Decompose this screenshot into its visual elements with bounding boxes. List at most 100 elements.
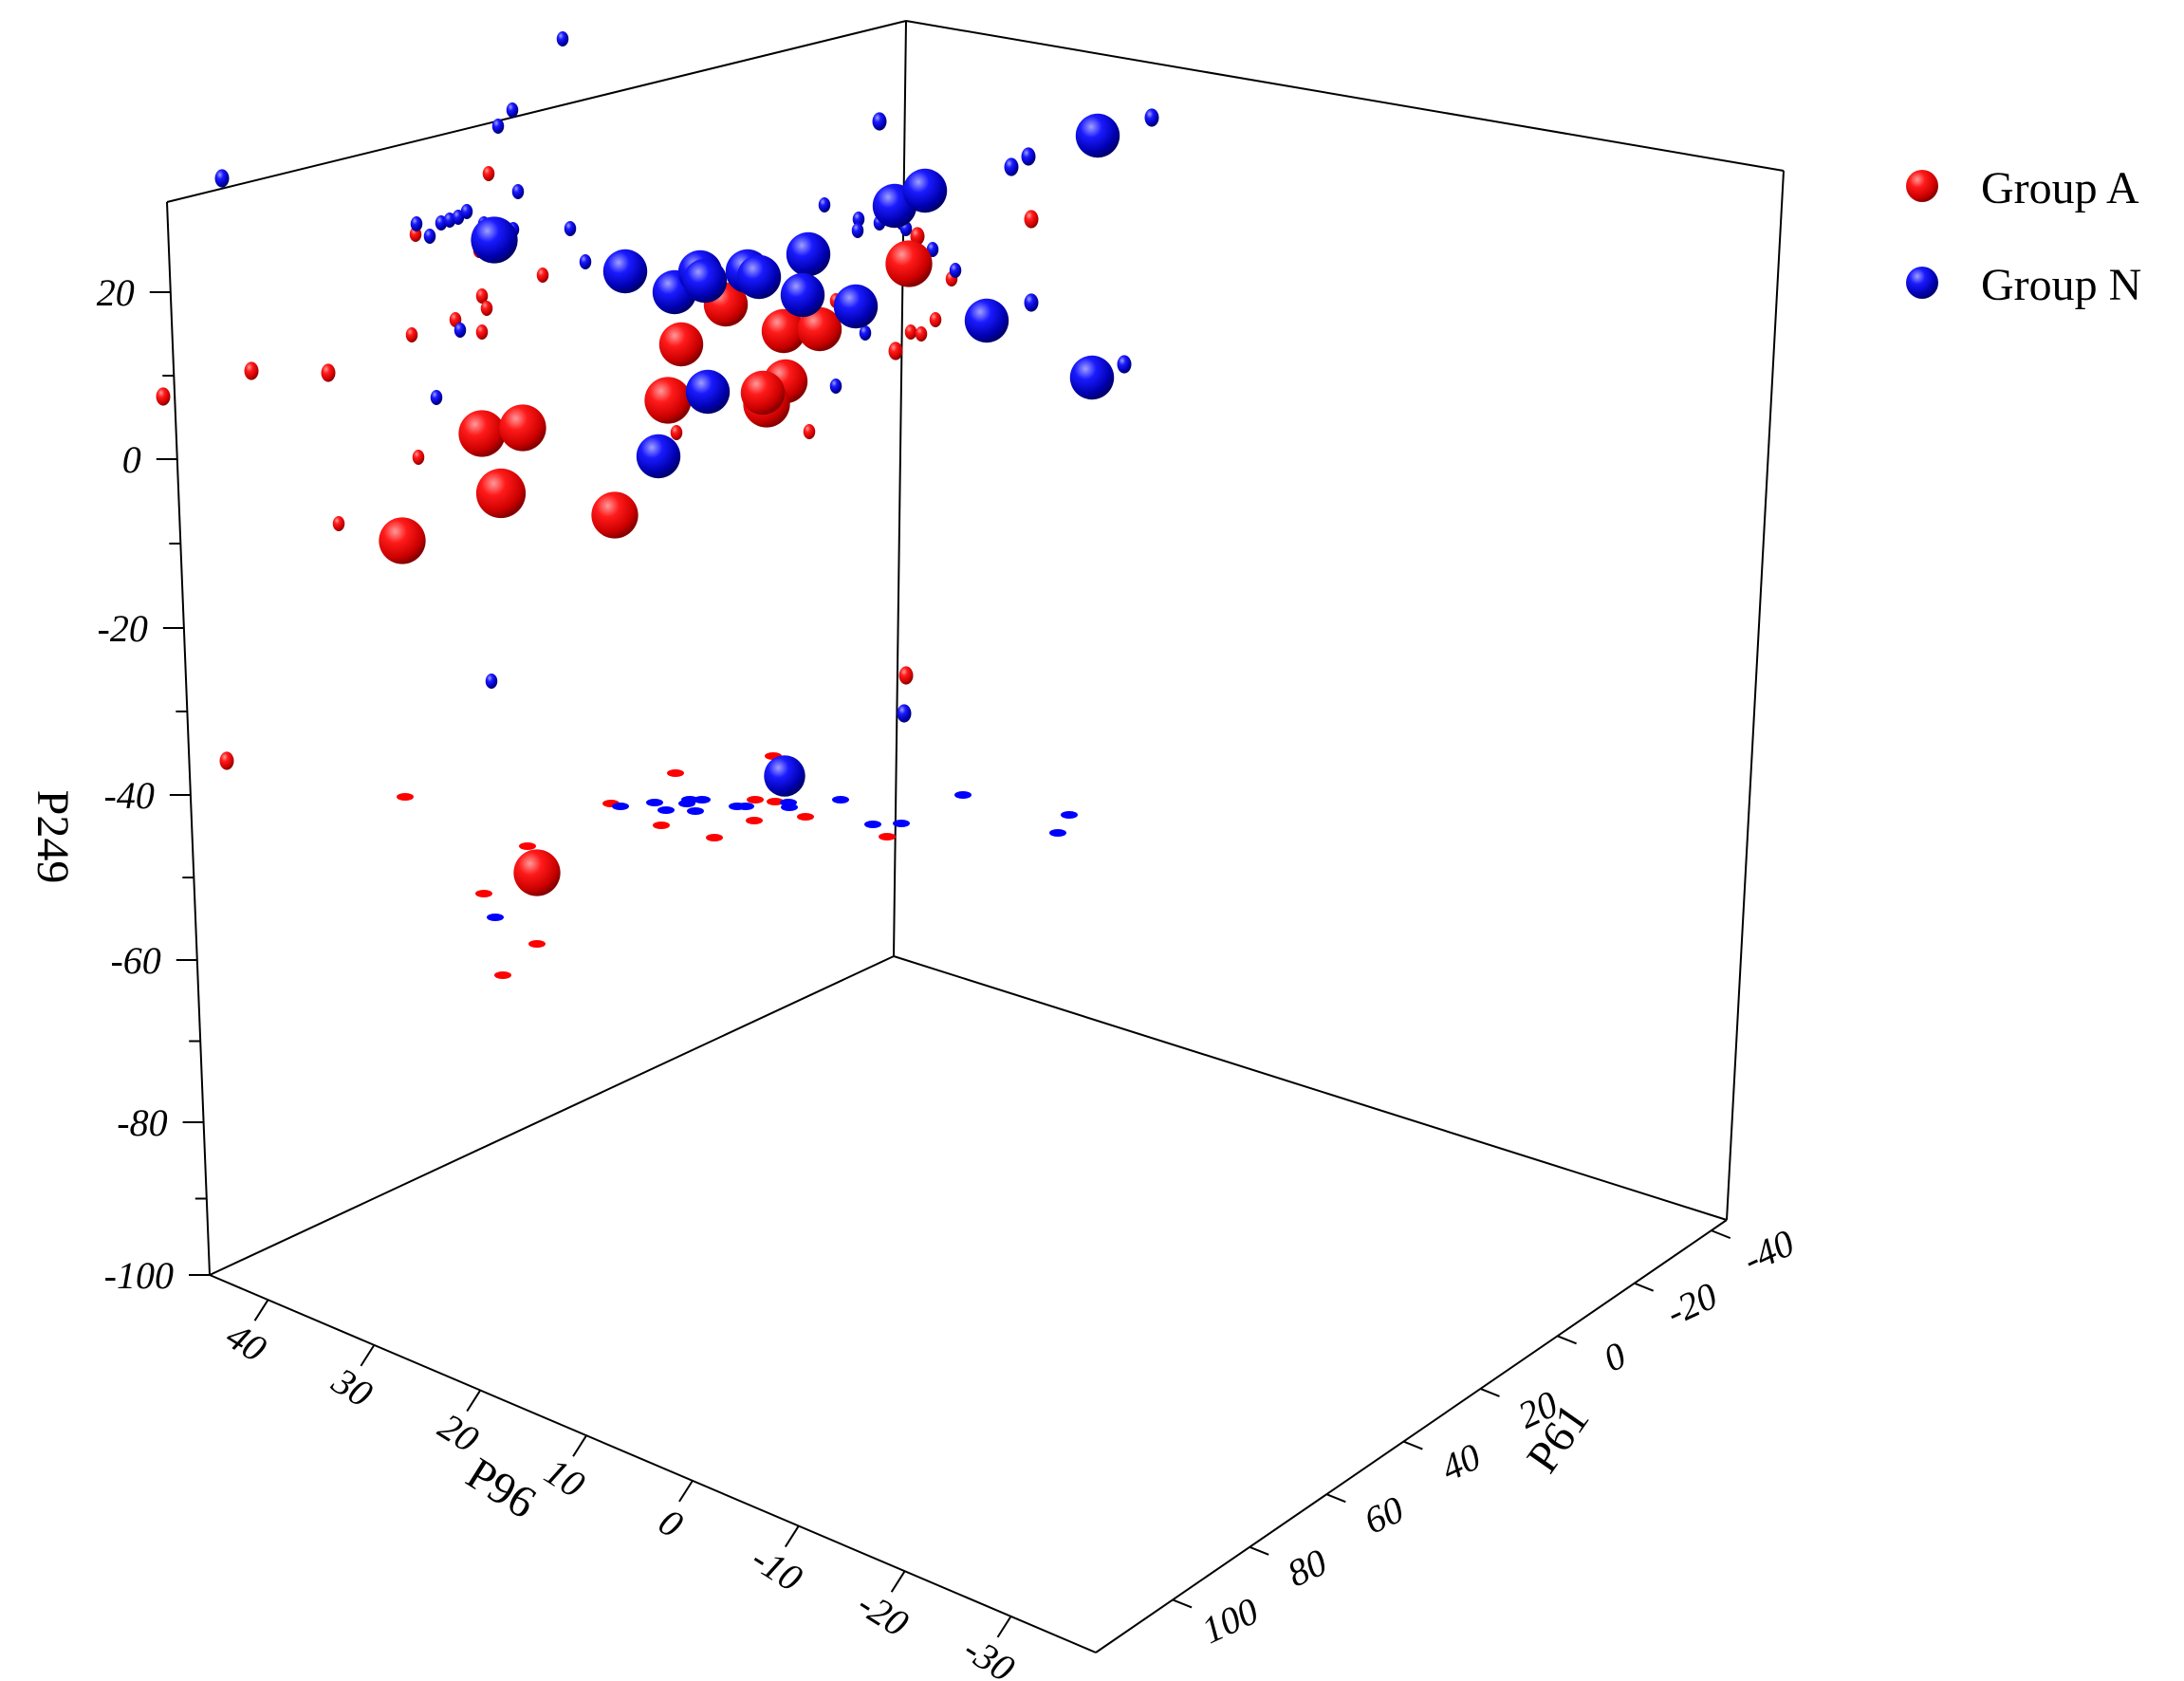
x-axis-title: P96 bbox=[457, 1449, 544, 1529]
data-point-projection bbox=[910, 227, 925, 246]
y-tick-label: 60 bbox=[1358, 1487, 1410, 1542]
x-tick-label: -20 bbox=[850, 1582, 916, 1645]
x-tick-label: 20 bbox=[432, 1404, 487, 1460]
y-tick bbox=[1249, 1545, 1269, 1556]
y-tick bbox=[1403, 1440, 1423, 1450]
data-point-projection bbox=[536, 268, 549, 283]
x-tick bbox=[253, 1299, 269, 1321]
data-point-sphere bbox=[471, 216, 518, 264]
data-point-sphere bbox=[797, 306, 842, 352]
x-tick bbox=[466, 1390, 482, 1413]
x-tick bbox=[360, 1344, 376, 1367]
data-point-sphere bbox=[786, 231, 831, 277]
z-axis-title: P249 bbox=[28, 790, 78, 884]
data-point-sphere bbox=[780, 272, 825, 318]
x-tick-label: 10 bbox=[537, 1450, 592, 1506]
floor-shadow-point bbox=[487, 914, 504, 921]
floor-shadow-point bbox=[653, 822, 670, 829]
floor-shadow-point bbox=[1061, 811, 1078, 819]
x-tick bbox=[996, 1616, 1012, 1638]
data-point-projection bbox=[851, 223, 864, 238]
data-point-projection bbox=[872, 112, 887, 131]
z-tick-label: -100 bbox=[104, 1254, 174, 1297]
data-point-projection bbox=[859, 325, 872, 341]
data-point-sphere bbox=[458, 410, 506, 457]
floor-shadow-point bbox=[893, 820, 910, 827]
data-point-projection bbox=[829, 379, 842, 394]
x-tick-label: -30 bbox=[956, 1627, 1022, 1681]
data-point-projection bbox=[852, 212, 865, 227]
axis-frame bbox=[166, 20, 1785, 1653]
floor-shadow-point bbox=[397, 793, 414, 801]
data-point-sphere bbox=[499, 404, 546, 452]
data-point-sphere bbox=[475, 468, 527, 519]
floor-shadow-point bbox=[612, 803, 629, 810]
data-point-sphere bbox=[379, 517, 426, 564]
data-point-projection bbox=[1021, 147, 1036, 166]
data-point-projection bbox=[412, 450, 425, 465]
data-point-sphere bbox=[591, 491, 639, 539]
y-tick bbox=[1711, 1229, 1731, 1240]
floor-shadow-point bbox=[646, 799, 663, 806]
data-point-sphere bbox=[1075, 113, 1120, 158]
data-point-projection bbox=[1144, 108, 1159, 127]
floor-shadow-point bbox=[737, 803, 754, 810]
data-point-projection bbox=[453, 323, 467, 338]
data-point-projection bbox=[332, 516, 345, 531]
data-point-sphere bbox=[682, 258, 728, 304]
floor-shadow-point bbox=[706, 834, 723, 841]
data-point-projection bbox=[506, 102, 519, 118]
data-point-sphere bbox=[902, 168, 948, 213]
legend: Group A Group N bbox=[1906, 163, 2141, 310]
floor-shadow-point bbox=[1049, 829, 1066, 837]
floor-shadow-point bbox=[767, 798, 784, 805]
data-point-sphere bbox=[740, 370, 786, 416]
floor-shadow-point bbox=[832, 796, 849, 804]
z-tick-label: 0 bbox=[122, 438, 141, 481]
data-point-sphere bbox=[513, 849, 561, 896]
data-point-projection bbox=[405, 327, 418, 342]
y-tick-label: 0 bbox=[1597, 1333, 1632, 1379]
data-point-projection bbox=[423, 229, 436, 244]
data-point-projection bbox=[898, 666, 914, 685]
floor-shadows bbox=[397, 752, 1078, 979]
y-tick bbox=[1480, 1388, 1500, 1397]
x-tick-label: -10 bbox=[744, 1537, 809, 1599]
floor-shadow-point bbox=[678, 800, 695, 807]
data-point-sphere bbox=[685, 369, 731, 415]
data-point-projection bbox=[670, 425, 683, 440]
floor-shadow-point bbox=[667, 769, 684, 777]
floor-shadow-point bbox=[528, 940, 546, 948]
data-point-projection bbox=[949, 263, 962, 278]
data-point-sphere bbox=[885, 240, 933, 287]
floor-shadow-point bbox=[746, 817, 763, 824]
data-point-sphere bbox=[736, 254, 782, 300]
floor-shadow-point bbox=[694, 796, 711, 804]
y-tick bbox=[1634, 1282, 1655, 1292]
data-point-projection bbox=[929, 312, 942, 327]
data-point-projection bbox=[915, 326, 928, 342]
data-point-sphere bbox=[764, 755, 805, 797]
x-tick bbox=[890, 1570, 906, 1593]
x-tick-label: 40 bbox=[219, 1314, 274, 1370]
legend-marker-group-a bbox=[1906, 170, 1938, 202]
data-point-projection bbox=[321, 363, 336, 382]
x-tick-label: 0 bbox=[652, 1500, 691, 1546]
y-tick-label: -20 bbox=[1659, 1274, 1723, 1334]
data-point-projection bbox=[904, 324, 917, 340]
data-point-projection bbox=[1024, 210, 1039, 229]
data-point-projection bbox=[564, 221, 577, 236]
data-point-sphere bbox=[964, 298, 1009, 343]
data-point-projection bbox=[156, 387, 171, 406]
y-tick-label: -40 bbox=[1736, 1221, 1800, 1281]
y-tick bbox=[1172, 1598, 1193, 1609]
data-point-projection bbox=[803, 424, 816, 439]
data-point-sphere bbox=[644, 377, 692, 424]
floor-shadow-point bbox=[879, 833, 896, 840]
data-point-sphere bbox=[833, 284, 879, 329]
floor-shadow-point bbox=[781, 804, 798, 811]
data-point-projection bbox=[214, 169, 230, 188]
floor-shadow-point bbox=[797, 813, 814, 821]
floor-shadow-point bbox=[494, 971, 511, 979]
